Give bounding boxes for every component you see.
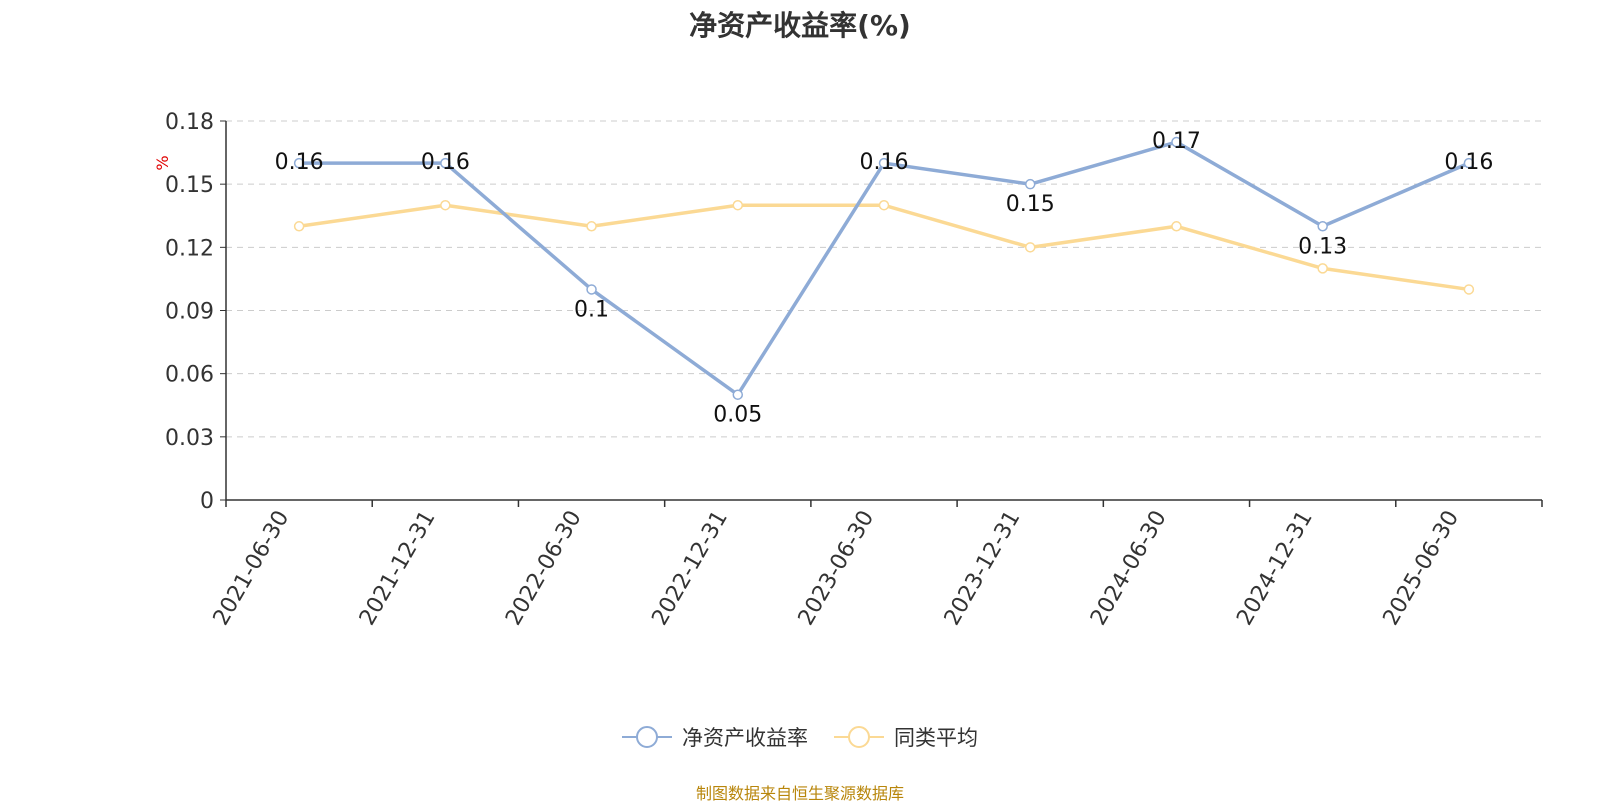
legend-label-series-2: 同类平均 [894, 726, 978, 750]
data-label: 0.16 [1444, 150, 1493, 175]
legend-item-series-2[interactable]: 同类平均 [834, 722, 978, 752]
data-point [1024, 242, 1036, 253]
legend-item-series-1[interactable]: 净资产收益率 [622, 722, 808, 752]
data-label: 0.15 [1006, 192, 1055, 217]
x-tick-label: 2021-12-31 [355, 507, 441, 630]
data-point [586, 284, 597, 295]
data-label: 0.16 [860, 150, 909, 175]
y-tick-label: 0.18 [165, 110, 214, 135]
data-point [1463, 157, 1475, 169]
data-point [878, 199, 890, 211]
data-label: 0.16 [421, 150, 470, 175]
x-tick-label: 2023-06-30 [794, 507, 880, 630]
x-tick-label: 2024-12-31 [1232, 507, 1318, 630]
x-tick-label: 2022-06-30 [501, 507, 587, 630]
x-tick-label: 2025-06-30 [1379, 507, 1465, 630]
data-label: 0.1 [574, 297, 609, 322]
data-point [440, 199, 451, 211]
y-tick-label: 0.15 [165, 173, 214, 198]
data-point [1317, 263, 1328, 274]
legend[interactable]: 净资产收益率 同类平均 [0, 722, 1600, 752]
data-point [1171, 136, 1182, 148]
data-point [878, 157, 890, 169]
y-tick-label: 0.06 [165, 363, 214, 388]
data-point [1463, 284, 1475, 295]
x-tick-label: 2021-06-30 [209, 507, 295, 630]
data-point [586, 221, 597, 232]
data-point [1024, 178, 1036, 190]
data-point [1317, 221, 1328, 232]
data-point [293, 221, 305, 232]
y-axis-unit-label: % [153, 155, 172, 170]
chart-title: 净资产收益率(%) [689, 9, 911, 42]
data-point [293, 157, 305, 169]
legend-marker-icon [622, 726, 672, 748]
data-label: 0.13 [1298, 234, 1347, 259]
x-tick-label: 2023-12-31 [940, 507, 1026, 630]
data-label: 0.05 [713, 403, 762, 428]
data-label: 0.16 [275, 150, 324, 175]
legend-label-series-1: 净资产收益率 [682, 726, 808, 750]
data-point [1171, 221, 1182, 232]
x-tick-label: 2024-06-30 [1086, 507, 1172, 630]
y-tick-label: 0.09 [165, 300, 214, 325]
data-point [732, 389, 744, 400]
legend-marker-icon [834, 726, 884, 748]
x-tick-label: 2022-12-31 [647, 507, 733, 630]
data-source-note: 制图数据来自恒生聚源数据库 [695, 784, 904, 803]
data-point [440, 157, 451, 169]
y-tick-label: 0 [200, 489, 214, 514]
y-tick-label: 0.03 [165, 426, 214, 451]
data-label: 0.17 [1152, 129, 1201, 154]
y-tick-label: 0.12 [165, 236, 214, 261]
data-point [732, 199, 744, 211]
series-line-roe [299, 140, 1470, 397]
